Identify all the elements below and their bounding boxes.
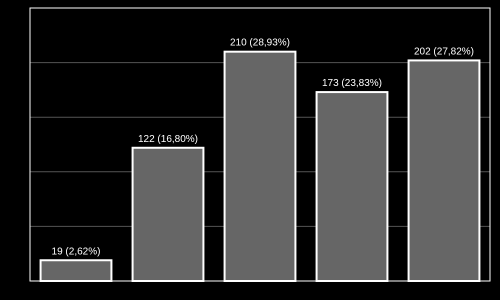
value-label: 173 (23,83%): [322, 78, 382, 89]
value-label: 19 (2,62%): [52, 246, 101, 257]
value-label: 202 (27,82%): [414, 46, 474, 57]
value-label: 122 (16,80%): [138, 134, 198, 145]
bar: [407, 59, 481, 282]
bar: [315, 91, 389, 282]
bar: [131, 146, 205, 282]
bar: [223, 50, 297, 283]
value-label: 210 (28,93%): [230, 38, 290, 49]
bar: [39, 259, 113, 283]
